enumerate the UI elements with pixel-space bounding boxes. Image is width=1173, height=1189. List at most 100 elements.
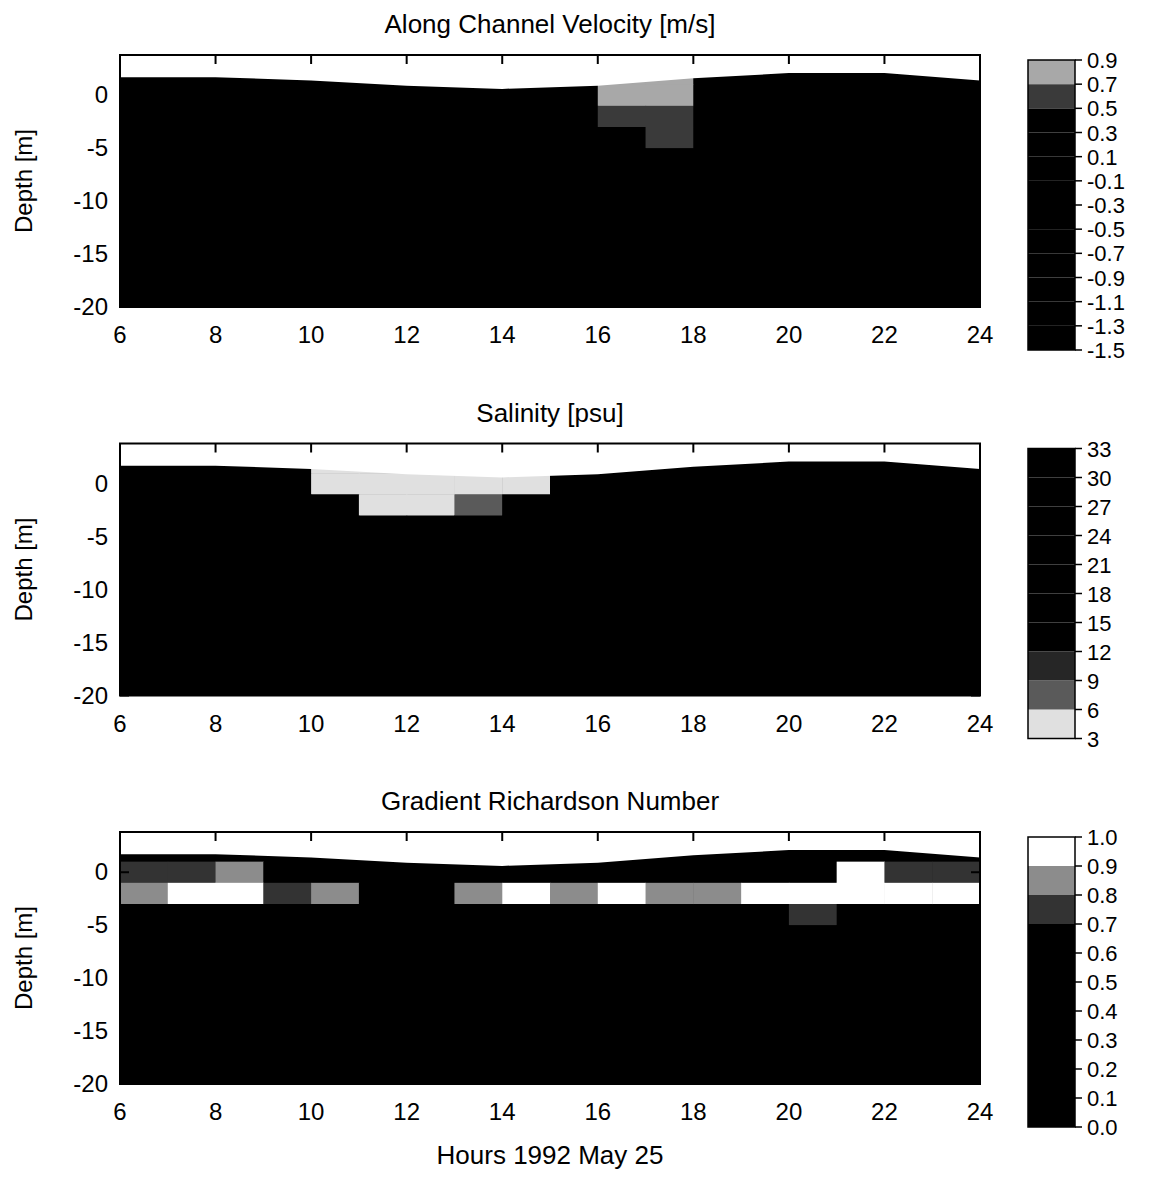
y-tick-right	[971, 642, 980, 644]
cell	[120, 537, 168, 590]
cell	[693, 904, 741, 926]
colorbar-frame	[1028, 449, 1075, 739]
cell	[837, 127, 885, 149]
cell	[741, 904, 789, 926]
colorbar-swatch	[1028, 895, 1075, 924]
cell	[454, 537, 502, 590]
cell	[216, 516, 264, 538]
plot-frame	[120, 832, 980, 1084]
cell	[598, 925, 646, 978]
y-tick	[120, 483, 129, 485]
cell	[550, 254, 598, 307]
plot-area	[120, 55, 980, 307]
cell	[168, 494, 216, 516]
colorbar-tick	[1075, 325, 1082, 327]
cell	[884, 925, 932, 978]
colorbar-tick-label: 0.5	[1087, 970, 1118, 995]
cell	[502, 904, 550, 926]
colorbar-tick-label: 0.8	[1087, 883, 1118, 908]
cell	[932, 127, 980, 149]
colorbar-tick	[1075, 1068, 1082, 1070]
y-tick-label: 0	[95, 81, 108, 108]
cell	[884, 85, 932, 107]
cell	[932, 537, 980, 590]
cell	[502, 590, 550, 643]
cell	[741, 201, 789, 254]
y-tick	[120, 536, 129, 538]
cell	[646, 473, 694, 495]
x-tick-top	[979, 832, 981, 841]
cell	[168, 978, 216, 1031]
cell	[932, 494, 980, 516]
colorbar-swatch	[1028, 205, 1075, 229]
colorbar-swatch	[1028, 953, 1075, 982]
cell	[120, 85, 168, 107]
cell	[168, 516, 216, 538]
colorbar-swatch	[1028, 710, 1075, 739]
cell	[598, 978, 646, 1031]
cell	[168, 106, 216, 128]
colorbar-tick-label: -1.5	[1087, 338, 1125, 363]
y-tick-label: -15	[73, 240, 108, 267]
cell	[789, 643, 837, 696]
cell	[216, 148, 264, 201]
cell	[359, 925, 407, 978]
colorbar-swatch	[1028, 565, 1075, 594]
cell	[932, 201, 980, 254]
x-tick-label: 8	[209, 321, 222, 348]
x-tick-label: 10	[298, 1098, 325, 1125]
cell	[550, 106, 598, 128]
cell	[359, 85, 407, 107]
x-tick-top	[692, 444, 694, 453]
colorbar-tick-label: 0.3	[1087, 1028, 1118, 1053]
cell	[407, 85, 455, 107]
cell	[550, 883, 598, 905]
colorbar-swatch	[1028, 229, 1075, 253]
y-axis-title: Depth [m]	[10, 517, 37, 621]
y-tick-right	[971, 871, 980, 873]
cell	[311, 473, 359, 495]
colorbar-tick	[1075, 1039, 1082, 1041]
cell	[454, 494, 502, 516]
cell	[168, 127, 216, 149]
cell	[359, 862, 407, 884]
cell	[168, 148, 216, 201]
colorbar-tick-label: -1.1	[1087, 290, 1125, 315]
cell	[550, 925, 598, 978]
y-tick	[120, 1030, 129, 1032]
plot-background	[120, 55, 980, 307]
x-tick-label: 20	[776, 1098, 803, 1125]
colorbar-tick-label: 0.3	[1087, 121, 1118, 146]
x-tick	[119, 687, 121, 696]
cell	[502, 127, 550, 149]
cell	[789, 516, 837, 538]
x-tick-label: 14	[489, 710, 516, 737]
y-tick	[120, 871, 129, 873]
x-tick-top	[979, 444, 981, 453]
x-axis-title: Hours 1992 May 25	[437, 1140, 664, 1170]
cell	[359, 537, 407, 590]
cell	[454, 904, 502, 926]
cell	[741, 862, 789, 884]
cell	[263, 1031, 311, 1084]
cell	[598, 473, 646, 495]
cell	[263, 201, 311, 254]
cell	[646, 862, 694, 884]
colorbar-swatch	[1028, 157, 1075, 181]
x-tick-label: 6	[113, 321, 126, 348]
colorbar-tick	[1075, 477, 1082, 479]
cell	[693, 643, 741, 696]
y-tick-right	[971, 924, 980, 926]
colorbar-tick-label: 0.1	[1087, 1086, 1118, 1111]
x-tick-label: 16	[584, 710, 611, 737]
panel-title: Along Channel Velocity [m/s]	[385, 9, 716, 39]
cell	[693, 201, 741, 254]
cell	[789, 862, 837, 884]
x-tick	[310, 1075, 312, 1084]
cell	[454, 254, 502, 307]
cell	[550, 978, 598, 1031]
cell	[311, 643, 359, 696]
cell	[789, 127, 837, 149]
cell	[837, 862, 885, 884]
cell	[646, 494, 694, 516]
